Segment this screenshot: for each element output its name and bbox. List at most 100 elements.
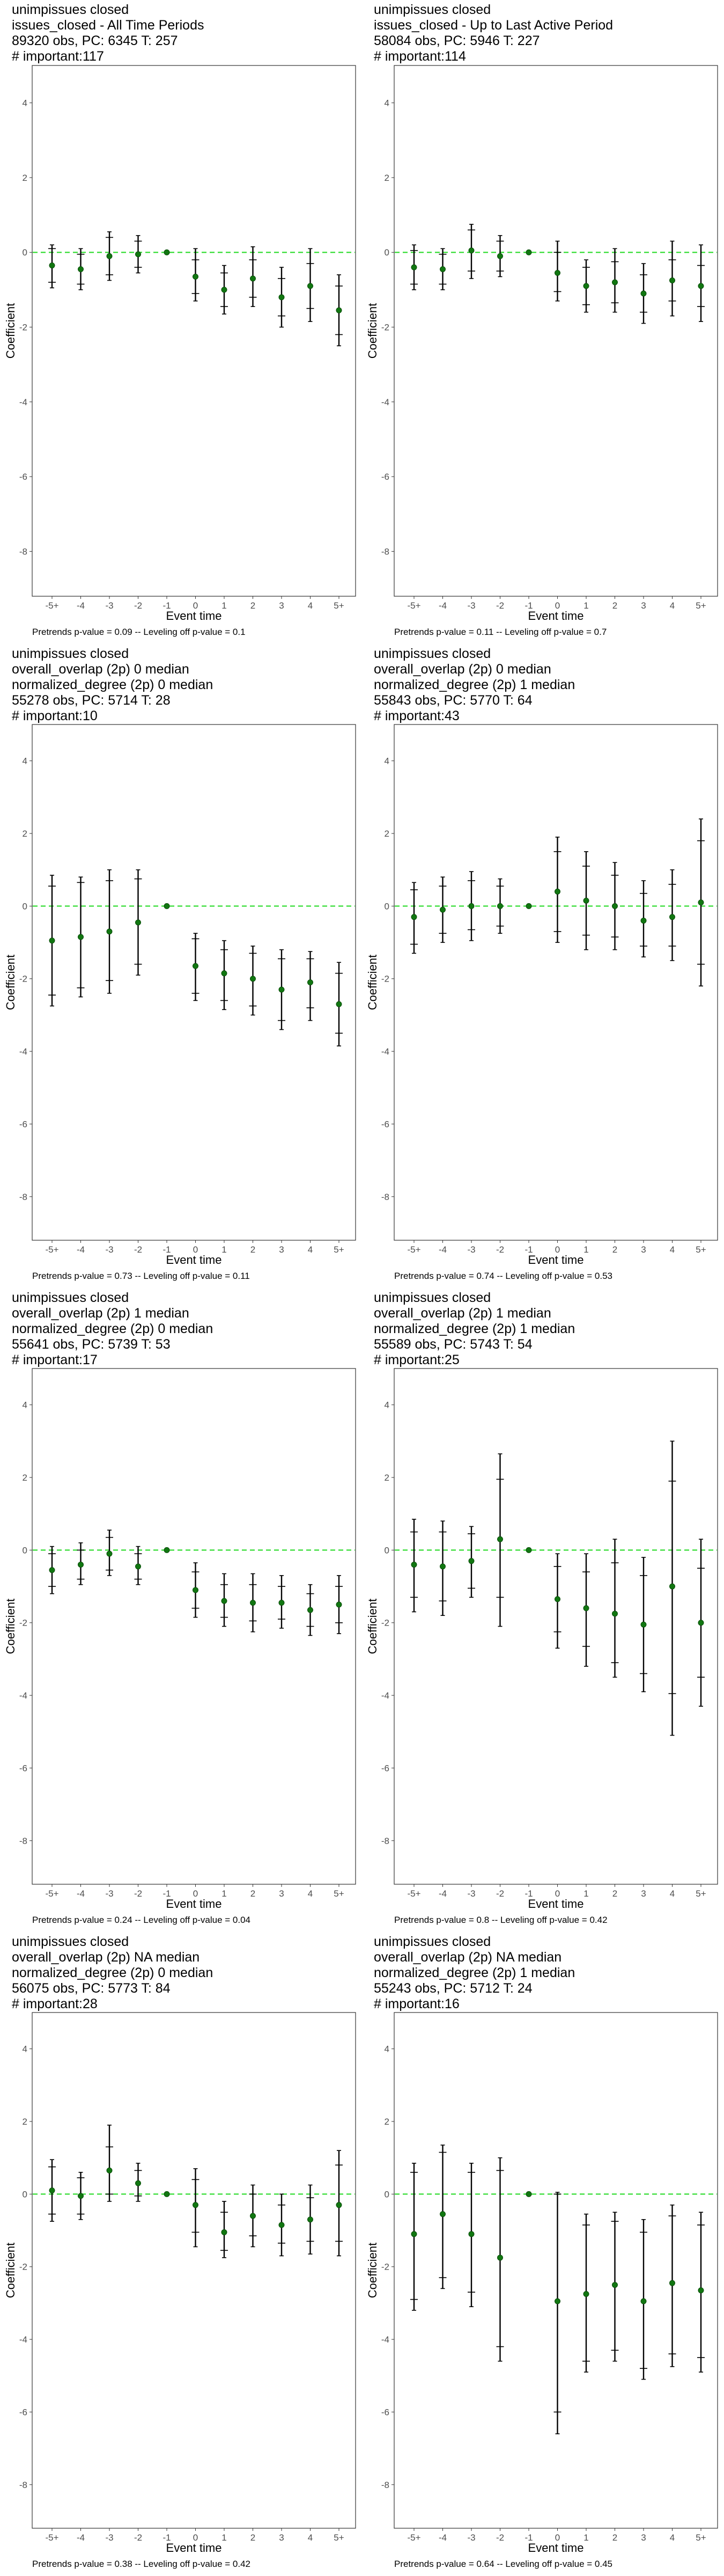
x-tick-label: 1 (221, 601, 226, 611)
title-line: 55843 obs, PC: 5770 T: 64 (374, 693, 533, 708)
y-tick-label: -6 (381, 472, 389, 482)
y-tick-label: -2 (381, 1618, 389, 1628)
y-axis-title: Coefficient (366, 1599, 379, 1655)
y-tick-label: 2 (23, 173, 27, 183)
chart-svg: -8 -6 -4 -2 0 2 4 -5+ -4 -3 -2 -1 0 1 2 3 4 5+ Event time C… (4, 724, 356, 1281)
y-tick-label: -6 (19, 1119, 27, 1129)
x-tick-label: -1 (162, 1889, 171, 1899)
x-tick-label: 4 (308, 601, 313, 611)
y-tick-label: -8 (19, 1836, 27, 1846)
y-tick-label: -8 (19, 1192, 27, 1202)
coefficient-point (106, 928, 113, 935)
title-line: 55278 obs, PC: 5714 T: 28 (12, 693, 171, 708)
plot-frame (32, 65, 356, 597)
x-tick-label: 3 (641, 2533, 646, 2543)
panel-title: unimpissues closed issues_closed - All Ti… (12, 2, 204, 64)
coefficient-point (497, 903, 503, 909)
title-line: issues_closed - All Time Periods (12, 18, 204, 33)
y-tick-label: -6 (19, 1763, 27, 1773)
y-tick-label: 2 (23, 829, 27, 839)
y-tick-label: 4 (385, 2044, 389, 2054)
coefficient-point (468, 903, 475, 909)
coefficient-point (497, 1536, 503, 1542)
title-line: # important:117 (12, 49, 104, 64)
pvalue-footnote: Pretrends p-value = 0.64 -- Leveling off… (394, 2559, 612, 2569)
plot-frame (32, 1368, 356, 1885)
y-tick-label: -8 (19, 2480, 27, 2490)
x-tick-label: 4 (670, 2533, 675, 2543)
x-axis-title: Event time (166, 2541, 222, 2555)
x-tick-label: -4 (439, 2533, 447, 2543)
x-tick-label: -1 (162, 1245, 171, 1255)
x-tick-label: 2 (612, 1889, 617, 1899)
chart-panel-1: unimpissues closed issues_closed - All Ti… (0, 0, 362, 644)
chart-panel-3: unimpissues closed overall_overlap (2p) 0… (0, 644, 362, 1288)
x-tick-label: 3 (279, 2533, 284, 2543)
y-tick-label: 0 (23, 1545, 27, 1555)
coefficient-point (307, 1607, 313, 1613)
y-tick-label: 2 (385, 2117, 389, 2127)
x-tick-label: 3 (279, 1889, 284, 1899)
coefficient-point (49, 938, 55, 944)
y-axis-title: Coefficient (4, 955, 17, 1011)
coefficient-point (612, 903, 618, 909)
title-line: # important:114 (374, 49, 466, 64)
coefficient-point (526, 903, 532, 909)
x-tick-label: -2 (496, 1889, 504, 1899)
title-line: overall_overlap (2p) 0 median (12, 662, 189, 677)
coefficient-point (640, 1621, 647, 1628)
coefficient-point (411, 914, 417, 920)
x-tick-label: -1 (162, 601, 171, 611)
title-line: unimpissues closed (374, 2, 491, 17)
x-tick-label: -3 (105, 2533, 113, 2543)
y-tick-label: 0 (385, 1545, 389, 1555)
y-tick-label: -6 (381, 1119, 389, 1129)
x-tick-label: 4 (308, 2533, 313, 2543)
coefficient-point (411, 1561, 417, 1568)
pvalue-footnote: Pretrends p-value = 0.73 -- Leveling off… (32, 1271, 250, 1281)
x-tick-label: -5+ (45, 1245, 58, 1255)
coefficient-point (135, 251, 141, 258)
coefficient-point (307, 283, 313, 289)
x-tick-label: -4 (439, 601, 447, 611)
x-tick-label: 4 (670, 1889, 675, 1899)
x-tick-label: 2 (250, 1889, 255, 1899)
title-line: 55589 obs, PC: 5743 T: 54 (374, 1337, 533, 1352)
y-tick-label: -8 (381, 1836, 389, 1846)
panel-title: unimpissues closed overall_overlap (2p) 1… (374, 1290, 575, 1368)
plot-frame (394, 724, 718, 1241)
x-tick-label: -1 (524, 2533, 533, 2543)
y-tick-label: 2 (385, 1473, 389, 1483)
y-tick-label: 4 (385, 1400, 389, 1410)
y-tick-label: 2 (385, 173, 389, 183)
y-tick-label: 0 (23, 901, 27, 911)
panel-title: unimpissues closed overall_overlap (2p) 0… (374, 646, 575, 724)
chart-svg: -8 -6 -4 -2 0 2 4 -5+ -4 -3 -2 -1 0 1 2 3 4 5+ Event time C… (4, 1368, 356, 1925)
y-tick-label: -4 (381, 1690, 389, 1701)
chart-svg: -8 -6 -4 -2 0 2 4 -5+ -4 -3 -2 -1 0 1 2 3 4 5+ Event time C… (366, 724, 718, 1281)
chart-svg: -8 -6 -4 -2 0 2 4 -5+ -4 -3 -2 -1 0 1 2 3 4 5+ Event time C… (4, 65, 356, 637)
x-tick-label: 2 (612, 1245, 617, 1255)
coefficient-point (106, 1550, 113, 1557)
coefficient-point (193, 963, 198, 969)
coefficient-point (250, 2213, 256, 2219)
title-line: unimpissues closed (374, 1290, 491, 1305)
x-tick-label: 1 (583, 2533, 588, 2543)
panel-title: unimpissues closed issues_closed - Up to … (374, 2, 613, 64)
x-tick-label: -4 (77, 2533, 85, 2543)
x-tick-label: 3 (279, 1245, 284, 1255)
coefficient-point (221, 1598, 227, 1604)
coefficient-point (640, 290, 647, 297)
title-line: normalized_degree (2p) 0 median (12, 677, 213, 692)
y-tick-label: -6 (381, 2407, 389, 2417)
x-tick-label: -2 (496, 601, 504, 611)
y-tick-label: -4 (19, 1046, 27, 1057)
x-axis-title: Event time (528, 1253, 584, 1267)
x-tick-label: 0 (193, 601, 198, 611)
coefficient-point (497, 2255, 503, 2261)
coefficient-point (640, 917, 647, 924)
y-tick-label: -4 (19, 2334, 27, 2345)
y-tick-label: -6 (381, 1763, 389, 1773)
x-tick-label: -2 (134, 601, 142, 611)
x-tick-label: 0 (193, 2533, 198, 2543)
